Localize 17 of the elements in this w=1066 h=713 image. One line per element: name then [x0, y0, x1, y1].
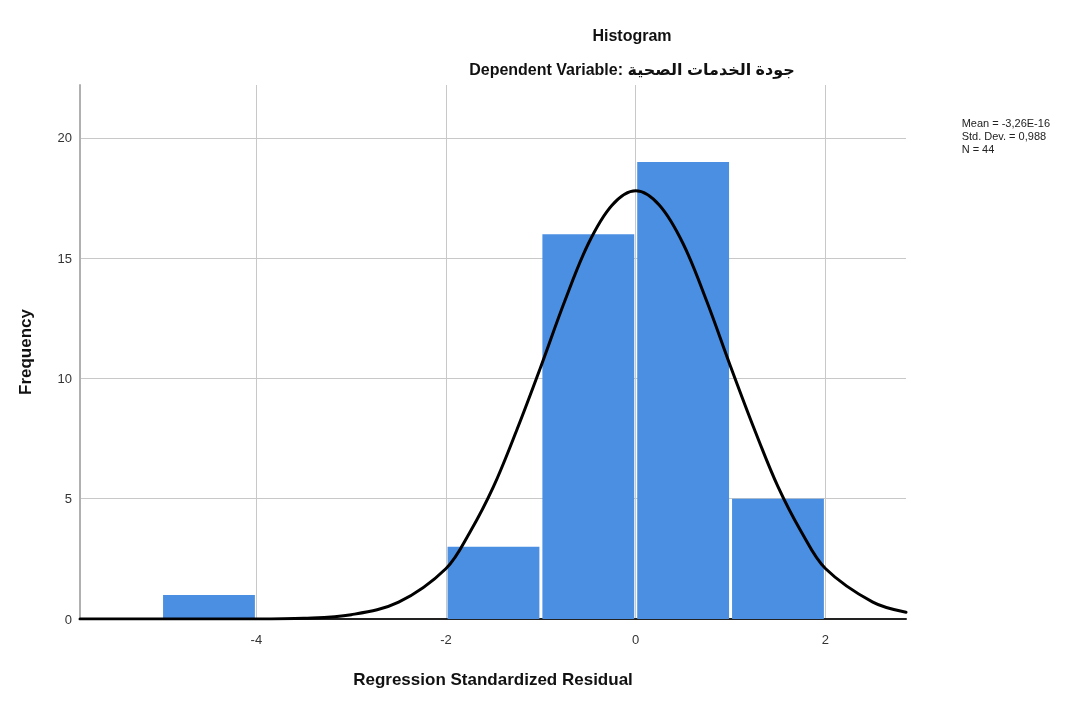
text: N = 44 — [961, 142, 995, 155]
y-tick-label: 15 — [57, 250, 72, 266]
chart-title: Histogram — [592, 26, 672, 44]
y-tick-label: 5 — [64, 491, 72, 507]
line-series — [78, 189, 908, 621]
text: Std. Dev. = 0,988 — [961, 129, 1047, 142]
y-axis-title: Frequency — [16, 308, 35, 395]
y-tick-label: 0 — [64, 611, 72, 627]
x-tick-label: 0 — [632, 632, 640, 647]
y-tick-label: 20 — [57, 130, 72, 146]
text: Mean = -3,26E-16 — [961, 116, 1051, 129]
chart-subtitle: Dependent Variable: جودة الخدمات الصحية — [469, 60, 795, 79]
x-axis-title: Regression Standardized Residual — [353, 670, 633, 689]
x-tick-label: 2 — [821, 632, 830, 647]
x-tick-label: -2 — [440, 632, 452, 647]
x-tick-label: -4 — [250, 632, 263, 647]
y-tick-label: 10 — [57, 370, 72, 386]
